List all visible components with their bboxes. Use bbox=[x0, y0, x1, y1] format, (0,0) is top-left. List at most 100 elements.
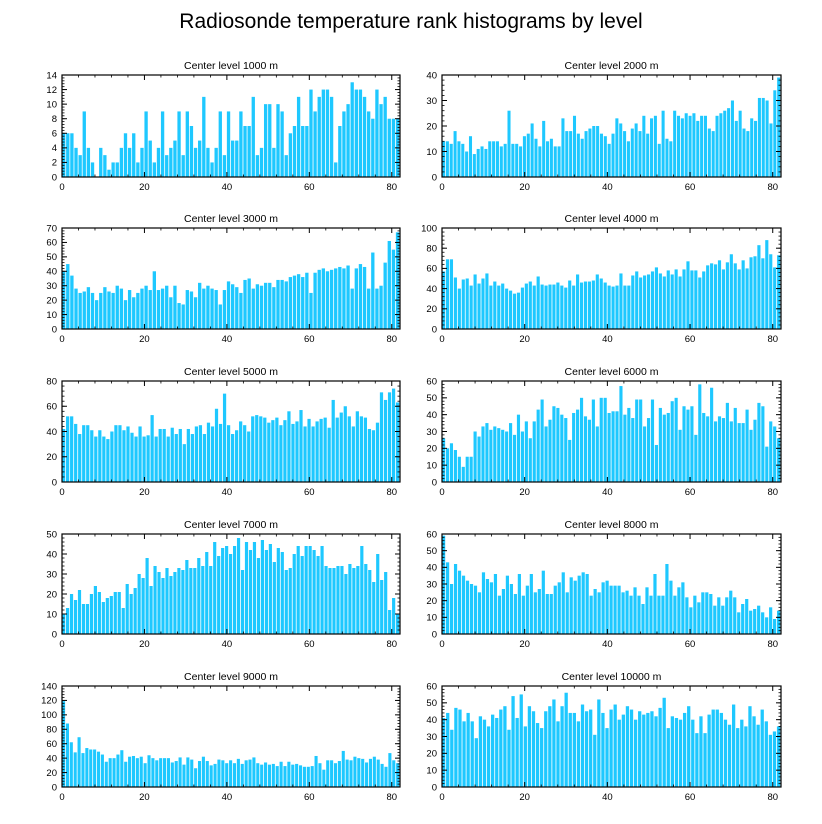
histogram-bar bbox=[108, 758, 112, 787]
histogram-bar bbox=[194, 768, 198, 787]
histogram-bar bbox=[355, 411, 359, 482]
histogram-bar bbox=[757, 97, 761, 177]
histogram-bar bbox=[170, 762, 174, 787]
histogram-bar bbox=[81, 753, 85, 787]
histogram-bar bbox=[630, 128, 634, 177]
histogram-bar bbox=[296, 96, 301, 177]
histogram-bar bbox=[623, 131, 627, 177]
histogram-bar bbox=[568, 280, 572, 329]
histogram-bar bbox=[345, 759, 349, 787]
histogram-bar bbox=[235, 430, 239, 482]
histogram-bar bbox=[772, 731, 777, 787]
x-tick-label: 0 bbox=[59, 334, 64, 345]
histogram-bar bbox=[313, 111, 317, 177]
y-tick-label: 50 bbox=[426, 698, 437, 709]
histogram-bar bbox=[662, 414, 666, 482]
histogram-bar bbox=[325, 89, 330, 177]
histogram-bar bbox=[174, 434, 178, 482]
histogram-bar bbox=[495, 717, 499, 787]
histogram-bar bbox=[670, 274, 674, 329]
histogram-bar bbox=[206, 147, 210, 177]
histogram-bar bbox=[597, 699, 601, 787]
histogram-bar bbox=[148, 290, 152, 329]
histogram-bar bbox=[201, 566, 205, 634]
histogram-bar bbox=[591, 399, 595, 482]
histogram-bar bbox=[268, 544, 272, 634]
histogram-bar bbox=[572, 412, 576, 482]
histogram-bar bbox=[605, 580, 609, 634]
y-tick-label: 20 bbox=[426, 749, 437, 760]
histogram-bar bbox=[733, 597, 737, 634]
y-tick-label: 0 bbox=[432, 172, 437, 183]
y-tick-label: 10 bbox=[46, 99, 57, 110]
histogram-bar bbox=[395, 232, 400, 329]
histogram-bar bbox=[217, 556, 221, 634]
histogram-bar bbox=[736, 728, 740, 787]
histogram-bar bbox=[279, 761, 283, 787]
histogram-bar bbox=[650, 711, 654, 787]
histogram-bar bbox=[445, 562, 450, 634]
histogram-bar bbox=[534, 138, 538, 177]
x-tick-label: 0 bbox=[59, 487, 64, 498]
histogram-bar bbox=[541, 570, 545, 634]
histogram-bar bbox=[305, 272, 309, 329]
histogram-bar bbox=[244, 760, 248, 787]
histogram-bar bbox=[536, 276, 540, 329]
histogram-bar bbox=[670, 716, 674, 787]
y-tick-label: 60 bbox=[426, 264, 437, 275]
histogram-bar bbox=[292, 554, 296, 634]
histogram-bar bbox=[721, 605, 725, 634]
histogram-bar bbox=[315, 421, 319, 482]
histogram-bar bbox=[142, 436, 146, 482]
histogram-bar bbox=[745, 409, 749, 482]
x-tick-label: 60 bbox=[685, 792, 696, 803]
histogram-bar bbox=[117, 592, 121, 634]
histogram-bar bbox=[120, 750, 124, 787]
histogram-bar bbox=[236, 538, 241, 634]
histogram-bar bbox=[741, 260, 745, 329]
histogram-bar bbox=[155, 760, 159, 787]
y-tick-label: 8 bbox=[52, 114, 57, 125]
histogram-bar bbox=[173, 140, 177, 177]
histogram-bar bbox=[334, 268, 338, 329]
histogram-bar bbox=[131, 755, 136, 787]
histogram-bar bbox=[473, 431, 477, 482]
panel-title: Center level 2000 m bbox=[565, 60, 659, 72]
histogram-bar bbox=[376, 554, 380, 634]
histogram-bar bbox=[469, 584, 474, 634]
histogram-bar bbox=[94, 436, 98, 482]
histogram-bar bbox=[750, 118, 754, 177]
y-tick-label: 30 bbox=[46, 569, 57, 580]
histogram-bar bbox=[748, 706, 752, 787]
y-tick-label: 10 bbox=[46, 310, 57, 321]
histogram-bar bbox=[674, 717, 679, 787]
histogram-bar bbox=[209, 566, 213, 634]
histogram-bar bbox=[737, 269, 741, 329]
histogram-bar bbox=[481, 572, 486, 634]
histogram-bar bbox=[749, 610, 753, 634]
y-tick-label: 40 bbox=[426, 715, 437, 726]
histogram-bar bbox=[82, 111, 86, 177]
x-tick-label: 0 bbox=[439, 487, 444, 498]
x-tick-label: 80 bbox=[767, 639, 778, 650]
histogram-bar bbox=[731, 704, 736, 787]
histogram-bar bbox=[202, 434, 207, 482]
y-tick-label: 0 bbox=[52, 172, 57, 183]
histogram-bar bbox=[601, 582, 605, 634]
histogram-bar bbox=[240, 763, 244, 787]
x-tick-label: 20 bbox=[139, 182, 150, 193]
histogram-bar bbox=[62, 428, 66, 482]
histogram-bar bbox=[335, 417, 339, 482]
histogram-bar bbox=[741, 423, 745, 482]
y-tick-label: 0 bbox=[432, 629, 437, 640]
histogram-bar bbox=[710, 387, 714, 482]
histogram-bar bbox=[306, 766, 310, 787]
histogram-bar bbox=[259, 285, 264, 329]
histogram-bar bbox=[729, 590, 733, 634]
histogram-bar bbox=[542, 120, 546, 177]
histogram-bar bbox=[334, 162, 338, 177]
histogram-bar bbox=[132, 133, 136, 177]
histogram-bar bbox=[210, 162, 214, 177]
histogram-bar bbox=[532, 421, 536, 482]
histogram-bar bbox=[323, 417, 327, 482]
